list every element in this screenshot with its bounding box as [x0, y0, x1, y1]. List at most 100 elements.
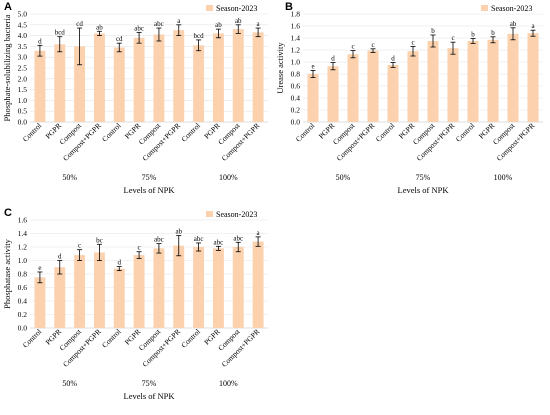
bar: [212, 248, 224, 328]
x-axis-title: Levels of NPK: [398, 185, 450, 195]
panel-letter: C: [4, 207, 12, 219]
group-label: 100%: [219, 173, 238, 182]
significance-label: bc: [96, 236, 103, 244]
bar: [93, 33, 105, 122]
bar: [327, 66, 339, 122]
category-label: Control: [100, 327, 123, 350]
significance-label: abc: [134, 24, 144, 32]
significance-label: a: [177, 17, 181, 25]
significance-label: ab: [510, 20, 517, 28]
significance-label: ab: [215, 21, 222, 29]
bar: [93, 252, 105, 328]
bar: [447, 48, 459, 123]
bar: [74, 255, 86, 328]
chart-panel-b: B 0.0 0.2 0.4 0.6 0.8 1.0 1.2 1.4 1.6 1.8 Urease ac…: [275, 1, 543, 195]
group-label: 75%: [416, 173, 431, 182]
significance-label: b: [491, 29, 495, 37]
y-tick-label: 2.5: [18, 64, 28, 73]
bar: [74, 46, 86, 122]
significance-label: abc: [154, 236, 164, 244]
bar: [252, 241, 264, 328]
y-tick-label: 1.2: [18, 243, 28, 252]
significance-label: bcd: [55, 29, 66, 37]
bar: [153, 34, 165, 122]
y-tick-label: 0.0: [18, 118, 28, 127]
y-axis-title: Phosphatase activity: [2, 238, 12, 308]
bar: [54, 44, 66, 122]
significance-label: d: [38, 37, 42, 45]
significance-label: abc: [194, 235, 204, 243]
legend-label: Season-2023: [216, 4, 257, 13]
bar: [34, 50, 46, 122]
bar: [173, 245, 185, 328]
significance-label: b: [471, 31, 475, 39]
y-tick-label: 0.4: [291, 94, 301, 103]
bar: [487, 39, 499, 122]
bar: [507, 33, 519, 122]
legend-label: Season-2023: [491, 4, 532, 13]
category-label: Control: [454, 121, 477, 144]
y-tick-label: 0.0: [18, 324, 28, 333]
y-tick-label: 2.0: [18, 74, 28, 83]
significance-label: a: [257, 229, 261, 237]
significance-label: c: [351, 43, 354, 51]
significance-label: d: [58, 253, 62, 261]
x-axis-title: Levels of NPK: [124, 391, 176, 401]
significance-label: ab: [235, 17, 242, 25]
legend-label: Season-2023: [216, 210, 257, 219]
bar: [54, 267, 66, 328]
group-label: 50%: [62, 173, 77, 182]
y-tick-label: 1.0: [291, 58, 301, 67]
bar: [527, 33, 539, 123]
significance-label: d: [118, 259, 122, 267]
bar: [467, 41, 479, 122]
y-tick-label: 0.8: [18, 270, 28, 279]
y-tick-label: 1.4: [291, 34, 301, 43]
bar: [193, 45, 205, 122]
significance-label: cd: [76, 20, 83, 28]
y-tick-label: 4.0: [18, 31, 28, 40]
y-tick-label: 1.2: [291, 46, 301, 55]
y-tick-label: 1.0: [18, 96, 28, 105]
y-tick-label: 3.5: [18, 42, 28, 51]
y-tick-label: 0.4: [18, 297, 28, 306]
significance-label: abc: [214, 238, 224, 246]
y-tick-label: 0.6: [291, 82, 301, 91]
significance-label: a: [257, 20, 261, 28]
significance-label: c: [411, 38, 414, 46]
bar: [387, 65, 399, 122]
bar: [367, 50, 379, 122]
group-label: 75%: [142, 379, 157, 388]
y-tick-label: 0.2: [18, 310, 28, 319]
significance-label: d: [331, 55, 335, 63]
category-label: Control: [179, 327, 202, 350]
group-label: 50%: [62, 379, 77, 388]
bar: [133, 255, 145, 328]
y-tick-label: 0.0: [291, 118, 301, 127]
y-tick-label: 1.4: [18, 229, 28, 238]
y-tick-label: 0.5: [18, 107, 28, 116]
significance-label: ab: [96, 23, 103, 31]
significance-label: c: [451, 34, 454, 42]
significance-label: e: [311, 62, 314, 70]
y-tick-label: 5.0: [18, 10, 28, 19]
y-tick-label: 3.0: [18, 53, 28, 62]
bar: [133, 37, 145, 123]
bar: [113, 47, 125, 123]
bar: [232, 247, 244, 328]
significance-label: c: [78, 242, 81, 250]
category-label: Control: [100, 121, 123, 144]
bar: [193, 247, 205, 328]
y-tick-label: 0.8: [291, 70, 301, 79]
significance-label: cd: [116, 35, 123, 43]
significance-label: abc: [233, 234, 243, 242]
significance-label: c: [371, 41, 374, 49]
bar: [34, 277, 46, 328]
y-tick-label: 1.5: [18, 85, 28, 94]
panel-letter: A: [4, 1, 12, 13]
bar: [153, 248, 165, 328]
category-label: Control: [374, 121, 397, 144]
category-label: Control: [179, 121, 202, 144]
significance-label: d: [391, 55, 395, 63]
